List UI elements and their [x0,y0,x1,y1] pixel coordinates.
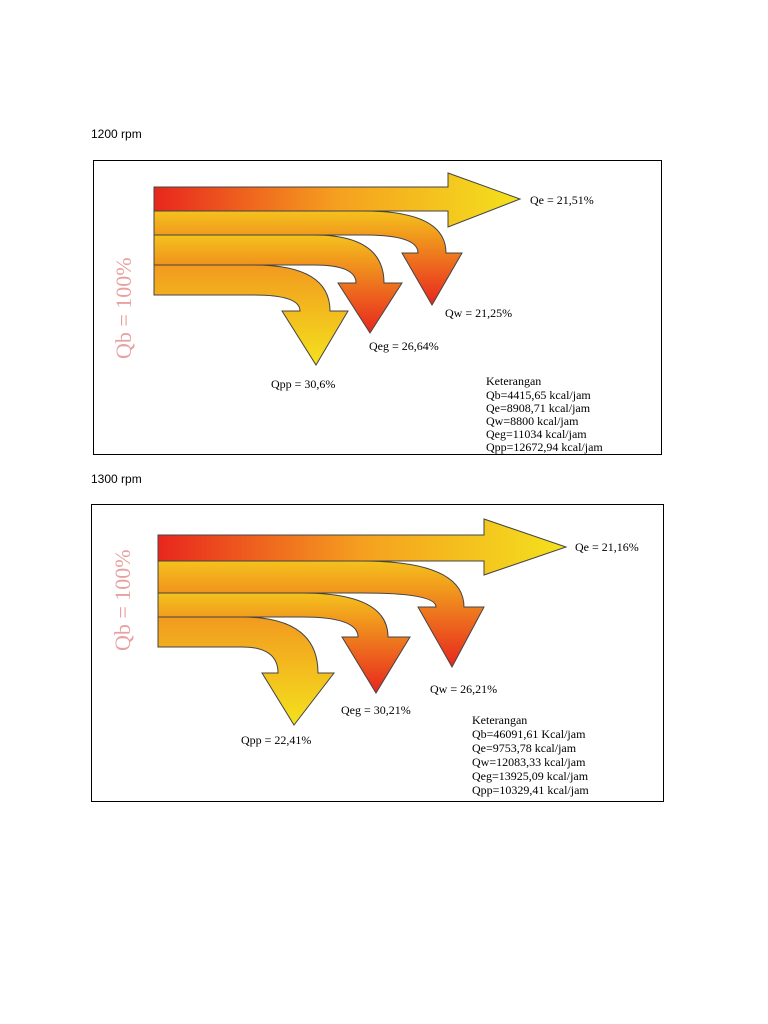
qeg-arrow [153,234,403,334]
legend-line: Qw=8800 kcal/jam [486,414,579,428]
sankey-svg-1300: Qb = 100% Qe = 21,16% Qw = 26,21% Qeg = … [110,518,639,797]
legend-title: Keterangan [472,713,527,727]
legend-line: Qw=12083,33 kcal/jam [472,755,586,769]
legend-1300: Keterangan Qb=46091,61 Kcal/jam Qe=9753,… [472,713,589,797]
qb-label: Qb = 100% [111,257,136,359]
legend-line: Qb=46091,61 Kcal/jam [472,727,586,741]
sankey-svg-1200: Qb = 100% Qe = 21,51% Qw = 21,25% Qeg = … [111,172,603,454]
qe-arrow [153,172,522,228]
qw-arrow [157,560,485,669]
legend-line: Qeg=11034 kcal/jam [486,427,587,441]
sankey-diagram-1200: Qb = 100% Qe = 21,51% Qw = 21,25% Qeg = … [93,160,662,455]
qw-label: Qw = 26,21% [430,682,497,696]
legend-title: Keterangan [486,374,541,388]
qb-label: Qb = 100% [110,549,135,651]
qeg-label: Qeg = 26,64% [369,339,439,353]
qe-arrow [157,518,568,576]
legend-line: Qpp=12672,94 kcal/jam [486,440,603,454]
legend-line: Qb=4415,65 kcal/jam [486,388,591,402]
qpp-arrow [157,616,336,726]
qw-label: Qw = 21,25% [445,306,512,320]
legend-line: Qe=8908,71 kcal/jam [486,401,591,415]
diagram-2-caption: 1300 rpm [91,472,142,486]
qeg-label: Qeg = 30,21% [341,703,411,717]
legend-line: Qpp=10329,41 kcal/jam [472,783,589,797]
sankey-diagram-1300: Qb = 100% Qe = 21,16% Qw = 26,21% Qeg = … [91,504,664,802]
qeg-arrow [157,592,411,694]
qpp-label: Qpp = 30,6% [271,377,335,391]
qpp-arrow [153,264,349,366]
legend-1200: Keterangan Qb=4415,65 kcal/jam Qe=8908,7… [486,374,603,454]
qw-arrow [153,210,463,307]
qpp-label: Qpp = 22,41% [241,733,311,747]
diagram-1-caption: 1200 rpm [91,127,142,141]
legend-line: Qe=9753,78 kcal/jam [472,741,577,755]
legend-line: Qeg=13925,09 kcal/jam [472,769,589,783]
qe-label: Qe = 21,51% [530,193,594,207]
qe-label: Qe = 21,16% [575,540,639,554]
